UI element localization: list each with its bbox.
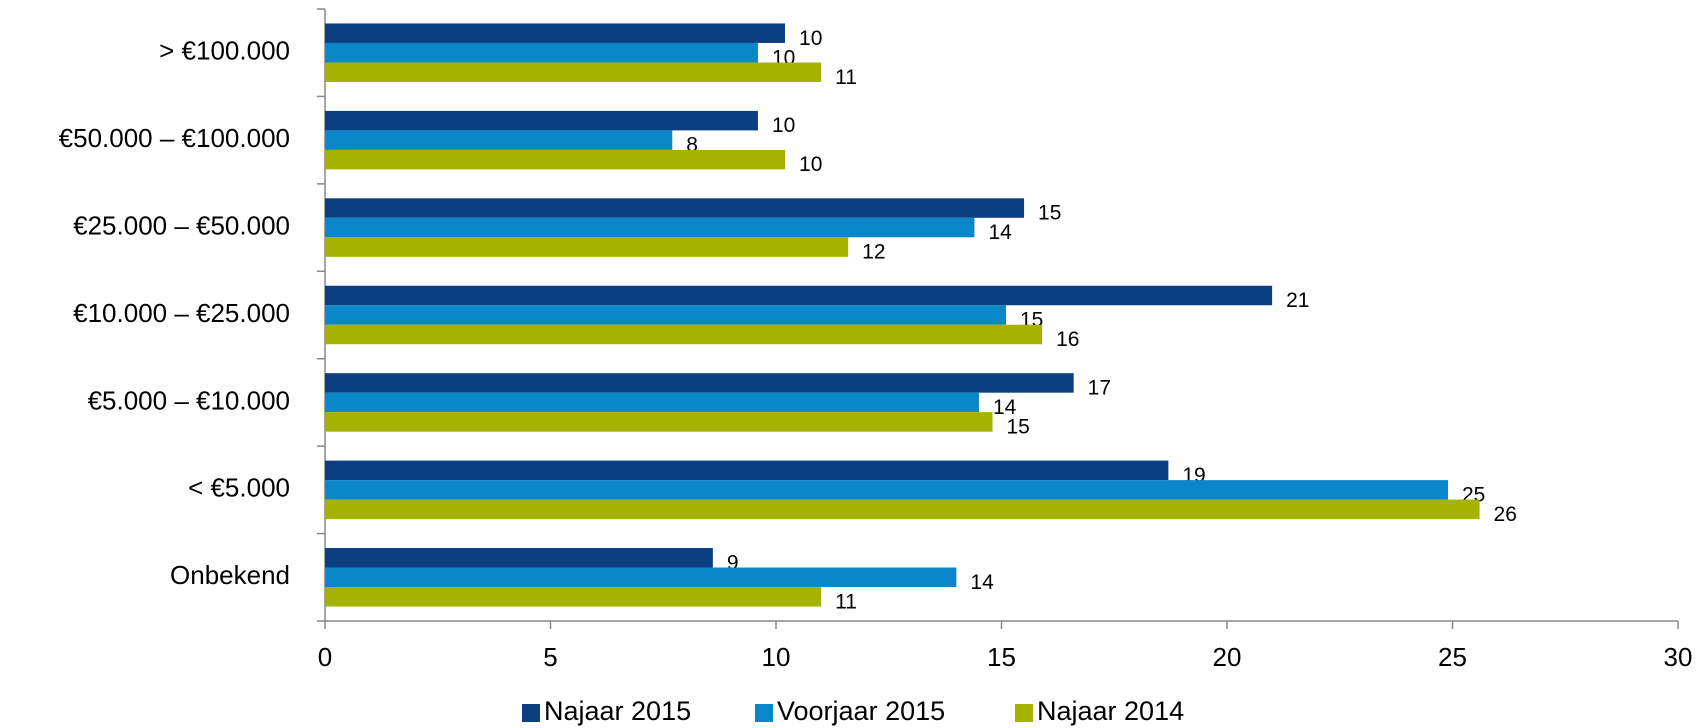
legend-label: Voorjaar 2015: [777, 696, 945, 726]
x-tick-label: 25: [1438, 642, 1467, 672]
bar: [325, 460, 1169, 481]
bar: [325, 237, 849, 257]
bar: [325, 567, 957, 588]
x-tick-label: 0: [318, 642, 332, 672]
bar: [325, 305, 1007, 325]
category-label: Onbekend: [170, 560, 290, 590]
value-label: 15: [1038, 202, 1061, 225]
x-tick-label: 5: [543, 642, 557, 672]
value-label: 10: [772, 114, 795, 137]
value-label: 21: [1286, 289, 1309, 312]
value-label: 14: [993, 396, 1017, 419]
bar: [325, 480, 1448, 500]
x-tick-label: 10: [762, 642, 791, 672]
category-label: > €100.000: [159, 36, 290, 66]
bar: [325, 110, 758, 131]
bar: [325, 149, 786, 170]
value-label: 10: [799, 27, 822, 50]
value-label: 17: [1088, 376, 1111, 399]
x-tick-label: 20: [1213, 642, 1242, 672]
bar: [325, 62, 822, 82]
bar: [325, 285, 1273, 306]
bar: [325, 198, 1025, 218]
value-label: 26: [1494, 503, 1517, 526]
legend-swatch: [1015, 704, 1033, 722]
bar: [325, 130, 673, 150]
value-label: 9: [727, 551, 739, 574]
value-label: 14: [970, 571, 994, 594]
bar: [325, 412, 993, 432]
legend-label: Najaar 2015: [544, 696, 691, 726]
value-label: 11: [835, 590, 857, 613]
bar: [325, 499, 1480, 520]
value-label: 12: [862, 241, 885, 264]
category-label: €10.000 – €25.000: [73, 298, 290, 328]
bar: [325, 42, 758, 63]
value-label: 15: [1006, 415, 1029, 438]
category-label: €5.000 – €10.000: [88, 385, 290, 415]
bar: [325, 23, 786, 43]
x-tick-label: 15: [987, 642, 1016, 672]
bar: [325, 548, 713, 568]
value-label: 14: [988, 221, 1012, 244]
bar: [325, 217, 975, 238]
value-label: 10: [799, 153, 822, 176]
bar: [325, 373, 1074, 393]
legend-swatch: [755, 704, 773, 722]
legend-swatch: [522, 704, 540, 722]
category-label: €25.000 – €50.000: [73, 210, 290, 240]
category-label: €50.000 – €100.000: [59, 123, 290, 153]
value-label: 8: [686, 134, 698, 157]
legend-label: Najaar 2014: [1037, 696, 1184, 726]
bar: [325, 324, 1043, 345]
category-label: < €5.000: [188, 473, 290, 503]
value-label: 11: [835, 66, 857, 89]
bar: [325, 392, 979, 413]
value-label: 16: [1056, 328, 1079, 351]
bar: [325, 587, 822, 607]
x-tick-label: 30: [1664, 642, 1693, 672]
